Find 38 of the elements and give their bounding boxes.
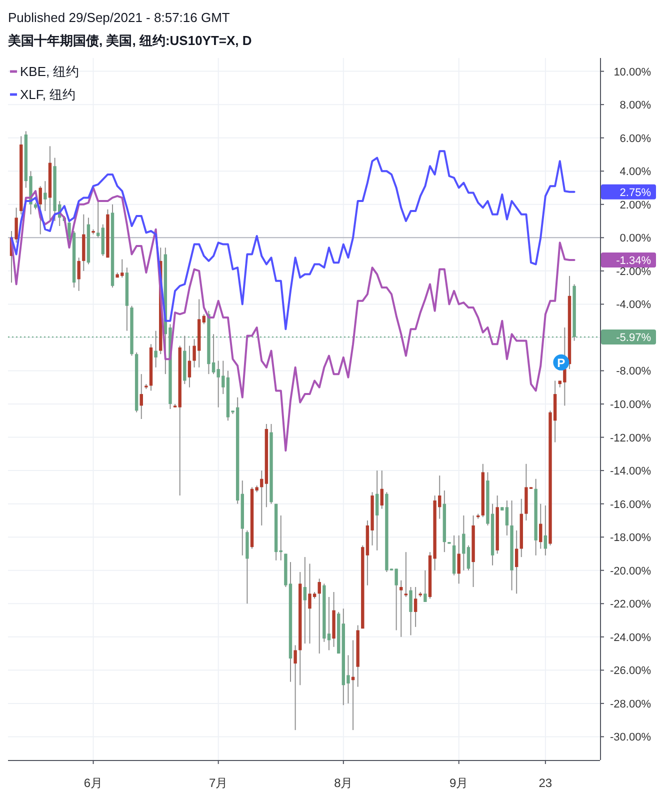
annotation: P bbox=[557, 356, 566, 370]
text: Published 29/Sep/2021 - 8:57:16 GMT bbox=[8, 10, 230, 25]
y-tick-label: -26.00% bbox=[610, 665, 652, 678]
ref-line-label: -5.97% bbox=[616, 332, 652, 344]
y-tick-label: -24.00% bbox=[610, 632, 652, 644]
y-tick-label: -16.00% bbox=[610, 498, 652, 511]
y-tick-label: -14.00% bbox=[610, 466, 652, 478]
y-tick-label: -30.00% bbox=[610, 732, 652, 744]
x-tick-label: 23 bbox=[538, 776, 552, 790]
legend-item: KBE, 纽约 bbox=[10, 64, 80, 79]
y-tick-label: 8.00% bbox=[620, 100, 652, 112]
y-tick-tag: 2.75% bbox=[601, 184, 656, 200]
y-tick-label: 2.00% bbox=[620, 199, 652, 212]
legend-label: XLF, 纽约 bbox=[20, 87, 76, 102]
y-tick-label: -8.00% bbox=[616, 366, 652, 378]
legend-item: XLF, 纽约 bbox=[10, 87, 76, 102]
y-tick-label: -12.00% bbox=[610, 432, 652, 444]
y-tick-label: -28.00% bbox=[610, 698, 652, 710]
y-tick-label: 10.00% bbox=[614, 66, 652, 78]
y-tick-label: 6.00% bbox=[620, 132, 652, 145]
y-tick-label: -22.00% bbox=[610, 598, 652, 611]
y-tick-label: 0.00% bbox=[620, 232, 652, 245]
marker: P bbox=[553, 354, 570, 370]
y-tick-label: 4.00% bbox=[620, 166, 652, 178]
y-tick-label: -4.00% bbox=[616, 299, 652, 312]
y-tick-label: -2.00% bbox=[616, 266, 652, 278]
chart-title: 美国十年期国债, 美国, 纽约:US10YT=X, D bbox=[7, 33, 252, 48]
y-tick-label: -20.00% bbox=[610, 565, 652, 578]
x-tick-label: 6月 bbox=[84, 776, 103, 790]
price-tag: -5.97% bbox=[601, 329, 656, 344]
y-tick-label: -18.00% bbox=[610, 532, 652, 544]
y-tick-label: -10.00% bbox=[610, 399, 652, 412]
y-tick-label: -1.34% bbox=[616, 254, 652, 267]
y-tick-tag: -1.34% bbox=[601, 252, 656, 268]
x-tick-label: 9月 bbox=[450, 776, 468, 790]
x-tick-label: 8月 bbox=[334, 776, 353, 790]
x-tick-label: 7月 bbox=[208, 776, 228, 790]
y-tick-label: 2.75% bbox=[620, 186, 652, 199]
